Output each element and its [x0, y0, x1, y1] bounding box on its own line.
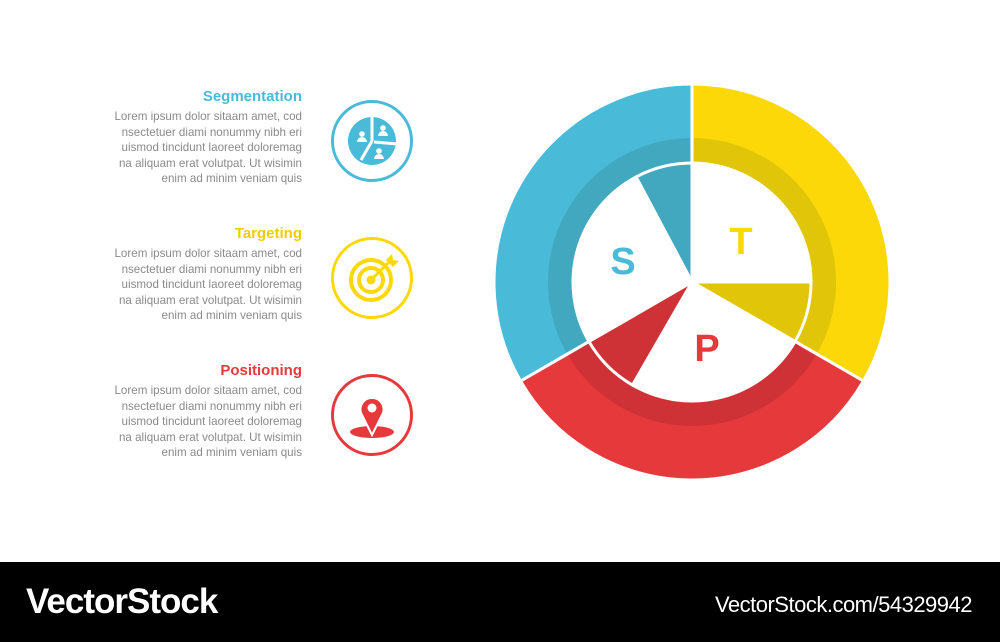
targeting-body: Lorem ipsum dolor sitaam amet, cod nsect… [114, 247, 302, 322]
ring-positioning [568, 342, 816, 427]
letter-s: S [610, 241, 635, 283]
inner-wedge-segmentation [634, 161, 694, 283]
footer-url: VectorStock.com/54329942 [714, 592, 973, 617]
segmentation-body: Lorem ipsum dolor sitaam amet, cod nsect… [114, 110, 302, 185]
targeting-title: Targeting [234, 225, 302, 242]
inner-slice-t [690, 161, 813, 284]
letter-p: P [694, 328, 719, 370]
segmentation-block: Segmentation Lorem ipsum dolor sitaam am… [100, 88, 302, 187]
footer-bar: VectorStock VectorStock.com/54329942 [0, 562, 1000, 642]
positioning-block: Positioning Lorem ipsum dolor sitaam ame… [100, 362, 302, 461]
targeting-block: Targeting Lorem ipsum dolor sitaam amet,… [100, 225, 302, 324]
stp-wheel: S T P [492, 82, 892, 482]
ring-targeting [693, 138, 836, 353]
segmentation-title: Segmentation [202, 88, 302, 105]
map-pin-icon [331, 374, 413, 456]
ring-segmentation [548, 138, 691, 353]
footer-brand-logo: VectorStock [26, 582, 218, 621]
letter-t: T [729, 221, 752, 263]
inner-slice-p [630, 279, 798, 403]
inner-slice-s [571, 174, 695, 344]
positioning-title: Positioning [220, 362, 302, 379]
target-arrow-icon [331, 237, 413, 319]
pie-chart-users-icon [331, 100, 413, 182]
positioning-body: Lorem ipsum dolor sitaam amet, cod nsect… [114, 384, 302, 459]
